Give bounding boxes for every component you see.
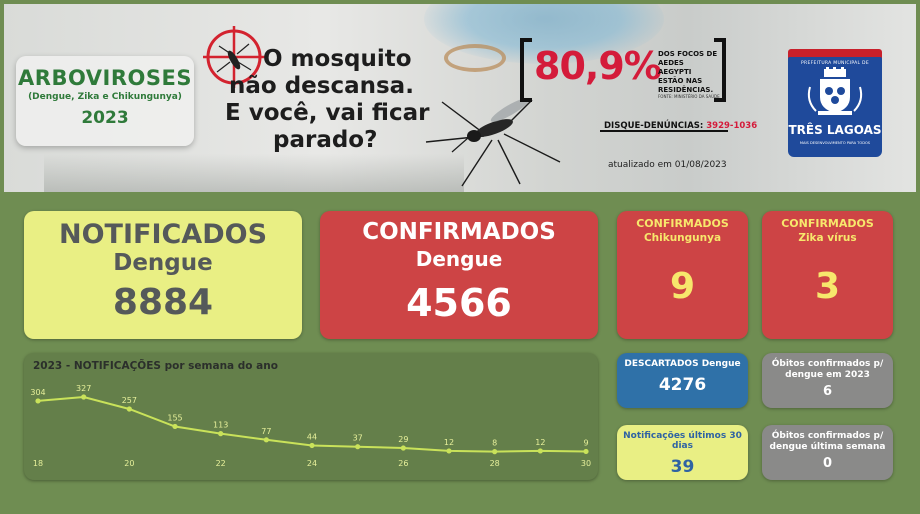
- data-label: 12: [535, 438, 545, 447]
- campaign-line: não descansa.: [229, 73, 414, 99]
- data-point[interactable]: [446, 448, 452, 454]
- stat-text-line: AEDES AEGYPTI: [658, 59, 692, 76]
- x-tick-label: 24: [307, 459, 317, 468]
- kpi-label: Óbitos confirmados p/ dengue última sema…: [769, 431, 886, 452]
- data-label: 327: [76, 384, 91, 393]
- coat-of-arms-icon: [807, 67, 863, 115]
- dashboard-subtitle: (Dengue, Zika e Chikungunya): [28, 92, 182, 102]
- kpi-notificados-dengue: NOTIFICADOS Dengue 8884: [24, 211, 302, 339]
- data-label: 304: [30, 388, 45, 397]
- x-tick-label: 30: [581, 459, 591, 468]
- data-label: 155: [167, 413, 182, 422]
- data-label: 77: [261, 427, 271, 436]
- city-logo: PREFEITURA MUNICIPAL DE TRÊS LAGOAS MAIS…: [788, 49, 882, 157]
- data-point[interactable]: [537, 448, 543, 454]
- kpi-descartados-dengue: DESCARTADOS Dengue 4276: [617, 353, 748, 408]
- stat-box: 80,9% DOS FOCOS DE AEDES AEGYPTI ESTÃO N…: [520, 38, 728, 106]
- data-point[interactable]: [126, 406, 132, 412]
- kpi-label: CONFIRMADOS: [636, 217, 729, 230]
- stat-value: 80,9%: [534, 44, 662, 88]
- hotline-divider: [600, 130, 728, 132]
- data-point[interactable]: [583, 448, 589, 455]
- campaign-line: parado?: [273, 127, 378, 153]
- kpi-confirmados-dengue: CONFIRMADOS Dengue 4566: [320, 211, 598, 339]
- kpi-sublabel: Dengue: [415, 247, 503, 271]
- data-label: 8: [492, 439, 497, 448]
- hotline-number: 3929-1036: [706, 121, 758, 131]
- banner-background-ring: [444, 44, 506, 72]
- data-label: 29: [398, 435, 408, 444]
- data-point[interactable]: [400, 445, 406, 451]
- chart-title: 2023 - NOTIFICAÇÕES por semana do ano: [33, 360, 278, 372]
- hotline: DISQUE-DENÚNCIAS: 3929-1036: [604, 121, 757, 131]
- title-card: ARBOVIROSES (Dengue, Zika e Chikungunya)…: [16, 56, 194, 146]
- stat-text-line: DOS FOCOS DE: [658, 50, 718, 58]
- kpi-value: 9: [669, 266, 696, 307]
- stat-text-line: RESIDÊNCIAS.: [658, 86, 714, 94]
- kpi-confirmados-chikungunya: CONFIRMADOS Chikungunya 9: [617, 211, 748, 339]
- dashboard-year: 2023: [81, 108, 129, 128]
- kpi-label: CONFIRMADOS: [781, 217, 874, 230]
- x-tick-label: 28: [490, 459, 500, 468]
- campaign-banner: ARBOVIROSES (Dengue, Zika e Chikungunya)…: [4, 4, 916, 192]
- kpi-value: 3: [814, 266, 841, 307]
- data-point[interactable]: [309, 442, 315, 449]
- data-label: 9: [583, 438, 588, 447]
- logo-prefeitura: PREFEITURA MUNICIPAL DE: [801, 61, 869, 66]
- campaign-slogan: O mosquito não descansa. E você, vai fic…: [219, 46, 439, 154]
- kpi-label: CONFIRMADOS: [362, 219, 556, 245]
- last-updated: atualizado em 01/08/2023: [608, 160, 727, 170]
- kpi-value: 8884: [112, 282, 214, 323]
- data-point[interactable]: [492, 449, 498, 455]
- x-tick-label: 22: [216, 459, 226, 468]
- kpi-value: 4566: [406, 281, 512, 325]
- stat-source: FONTE: MINISTÉRIO DA SAÚDE: [658, 94, 720, 99]
- crosshair-icon: [203, 26, 265, 88]
- x-tick-label: 20: [124, 459, 134, 468]
- x-tick-label: 26: [398, 459, 408, 468]
- campaign-line: O mosquito: [263, 46, 412, 72]
- mosquito-icon: [425, 98, 561, 187]
- kpi-sublabel: Zika vírus: [798, 232, 857, 244]
- dashboard-title: ARBOVIROSES: [18, 66, 192, 90]
- hotline-label: DISQUE-DENÚNCIAS:: [604, 121, 704, 131]
- data-point[interactable]: [35, 398, 41, 404]
- data-point[interactable]: [218, 431, 224, 437]
- kpi-sublabel: Dengue: [113, 250, 213, 276]
- logo-city-name: TRÊS LAGOAS: [788, 123, 882, 137]
- data-point[interactable]: [81, 394, 87, 400]
- kpi-label: DESCARTADOS Dengue: [624, 359, 741, 369]
- data-label: 257: [122, 396, 137, 405]
- chart-plot: 304 327 257 155 113 77 44 37 29 12 8 12 9 18 20 22 24 26 2…: [30, 384, 591, 468]
- kpi-sublabel: Chikungunya: [643, 232, 722, 244]
- data-label: 37: [353, 434, 363, 443]
- data-point[interactable]: [172, 423, 178, 430]
- kpi-notificacoes-30-dias: Notificações últimos 30 dias 39: [617, 425, 748, 480]
- stat-text-line: ESTÃO NAS: [658, 77, 703, 85]
- kpi-value: 6: [822, 384, 833, 399]
- logo-slogan: MAIS DESENVOLVIMENTO PARA TODOS: [799, 141, 871, 145]
- kpi-label: Notificações últimos 30 dias: [623, 431, 742, 451]
- stat-text: DOS FOCOS DE AEDES AEGYPTI ESTÃO NAS RES…: [658, 50, 718, 95]
- kpi-label: Óbitos confirmados p/ dengue em 2023: [771, 359, 884, 380]
- kpi-confirmados-zika: CONFIRMADOS Zika vírus 3: [762, 211, 893, 339]
- kpi-value: 39: [670, 457, 695, 477]
- kpi-obitos-2023: Óbitos confirmados p/ dengue em 2023 6: [762, 353, 893, 408]
- bracket-left: [520, 38, 532, 102]
- weekly-notifications-chart: 2023 - NOTIFICAÇÕES por semana do ano 30…: [24, 353, 598, 480]
- data-label: 113: [213, 421, 228, 430]
- kpi-value: 0: [822, 456, 833, 471]
- logo-top-stripe: [788, 49, 882, 59]
- data-label: 12: [444, 438, 454, 447]
- kpi-label: NOTIFICADOS: [58, 219, 268, 250]
- data-point[interactable]: [263, 437, 269, 443]
- kpi-obitos-ultima-semana: Óbitos confirmados p/ dengue última sema…: [762, 425, 893, 480]
- banner-background-shade: [44, 154, 464, 192]
- bracket-right: [714, 38, 726, 102]
- kpi-value: 4276: [658, 375, 707, 395]
- campaign-line: E você, vai ficar: [225, 100, 430, 126]
- data-label: 44: [307, 432, 317, 441]
- data-point[interactable]: [355, 444, 361, 450]
- x-tick-label: 18: [33, 459, 43, 468]
